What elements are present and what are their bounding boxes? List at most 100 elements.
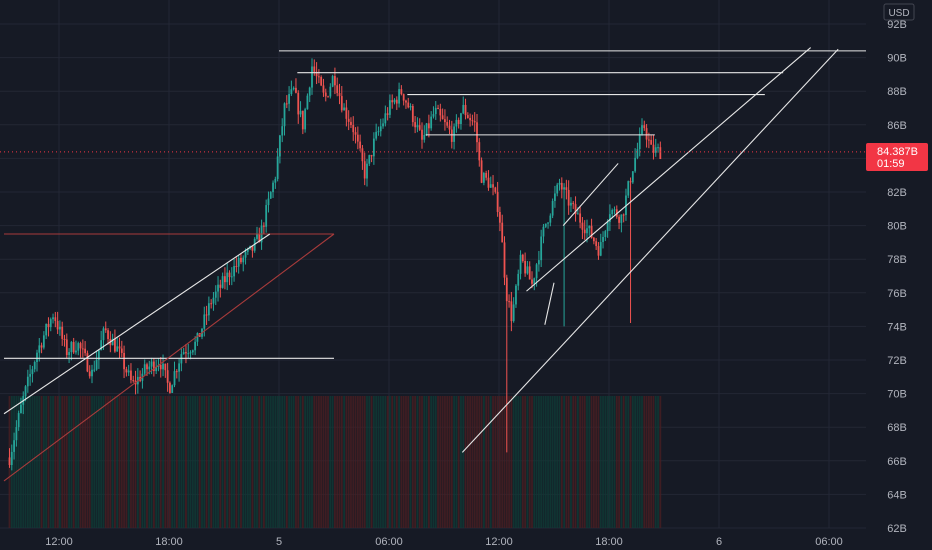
candle-body	[97, 350, 100, 360]
candle-body	[400, 89, 403, 95]
candle-body	[132, 380, 135, 382]
volume-bar	[476, 396, 478, 528]
volume-bar	[613, 396, 616, 528]
volume-bar	[97, 396, 100, 528]
candle-body	[361, 148, 364, 162]
volume-bar	[45, 396, 48, 528]
volume-bar	[590, 396, 593, 528]
volume-bar	[52, 396, 54, 528]
volume-bar	[91, 396, 93, 528]
candle-body	[100, 340, 103, 351]
volume-bar	[304, 396, 307, 528]
candle-body	[627, 181, 630, 196]
volume-bar	[405, 396, 407, 528]
candle-body	[246, 248, 249, 252]
currency-label[interactable]: USD	[883, 3, 915, 21]
volume-bar	[588, 396, 591, 528]
volume-bar	[521, 396, 524, 528]
volume-bar	[599, 396, 602, 528]
candle-body	[72, 342, 75, 353]
candle-body	[88, 371, 91, 377]
candle-body	[560, 182, 563, 190]
volume-bar	[650, 396, 653, 528]
candle-body	[10, 451, 13, 465]
trendline-drawing[interactable]	[3, 233, 335, 482]
volume-bar	[171, 396, 174, 528]
candle-body	[629, 181, 632, 183]
candle-body	[505, 277, 508, 302]
time-axis[interactable]: 12:00 18:00 5 06:00 12:00 18:00 6 06:00	[45, 536, 843, 548]
volume-bar	[336, 396, 339, 528]
volume-bar	[512, 396, 515, 528]
volume-bar	[531, 396, 533, 528]
candle-body	[59, 326, 61, 330]
volume-bar	[482, 396, 485, 528]
candle-body	[258, 233, 261, 243]
trendline-drawing[interactable]	[562, 163, 619, 226]
candle-body	[554, 193, 556, 201]
x-tick-label: 12:00	[45, 536, 73, 548]
candle-body	[297, 92, 300, 115]
volume-bar	[228, 396, 231, 528]
drawing-layer[interactable]	[3, 47, 866, 482]
candle-body	[464, 104, 467, 116]
candle-body	[469, 117, 472, 121]
volume-bar	[356, 396, 359, 528]
candle-body	[372, 138, 375, 157]
candle-body	[579, 213, 582, 223]
candle-body	[311, 66, 313, 88]
volume-bar	[251, 396, 254, 528]
volume-bar	[361, 396, 364, 528]
volume-bar	[301, 396, 304, 528]
candle-body	[437, 107, 439, 109]
candle-body	[537, 260, 540, 265]
candle-body	[544, 223, 547, 227]
price-axis[interactable]: 62B64B66B68B70B72B74B76B78B80B82B84B86B8…	[887, 19, 907, 535]
volume-bar	[414, 396, 417, 528]
candle-body	[114, 338, 116, 352]
volume-bar	[526, 396, 529, 528]
candle-body	[313, 66, 316, 72]
trendline-drawing[interactable]	[526, 47, 812, 292]
candle-body	[86, 353, 89, 372]
currency-text: USD	[888, 8, 909, 19]
volume-bar	[240, 396, 242, 528]
volume-bar	[407, 396, 410, 528]
candle-body	[526, 266, 529, 274]
candle-body	[609, 214, 611, 222]
candle-body	[432, 114, 435, 117]
volume-bar	[212, 396, 215, 528]
trendline-drawing[interactable]	[544, 282, 555, 325]
candle-body	[533, 278, 536, 284]
volume-bar	[505, 396, 508, 528]
volume-bar	[166, 396, 169, 528]
candle-body	[182, 352, 185, 355]
candle-body	[226, 272, 229, 283]
volume-bar	[398, 396, 400, 528]
candle-body	[40, 345, 43, 348]
volume-bar	[478, 396, 481, 528]
candle-body	[489, 184, 492, 188]
candle-body	[572, 202, 575, 205]
volume-bar	[581, 396, 584, 528]
candle-body	[173, 371, 176, 386]
candle-body	[49, 319, 52, 328]
candle-body	[178, 363, 180, 372]
candle-body	[492, 184, 494, 188]
candle-body	[620, 214, 623, 223]
candle-body	[576, 213, 579, 215]
candle-body	[448, 125, 451, 130]
trendline-drawing[interactable]	[461, 48, 839, 453]
x-tick-label: 12:00	[485, 536, 513, 548]
y-tick-label: 76B	[887, 288, 907, 300]
candle-body	[320, 77, 323, 86]
volume-bar	[652, 396, 655, 528]
volume-bar	[47, 396, 50, 528]
trendline-drawing[interactable]	[3, 233, 271, 415]
volume-bar	[604, 396, 607, 528]
candle-body	[31, 369, 34, 375]
candle-body	[485, 172, 488, 178]
candle-body	[33, 362, 36, 370]
